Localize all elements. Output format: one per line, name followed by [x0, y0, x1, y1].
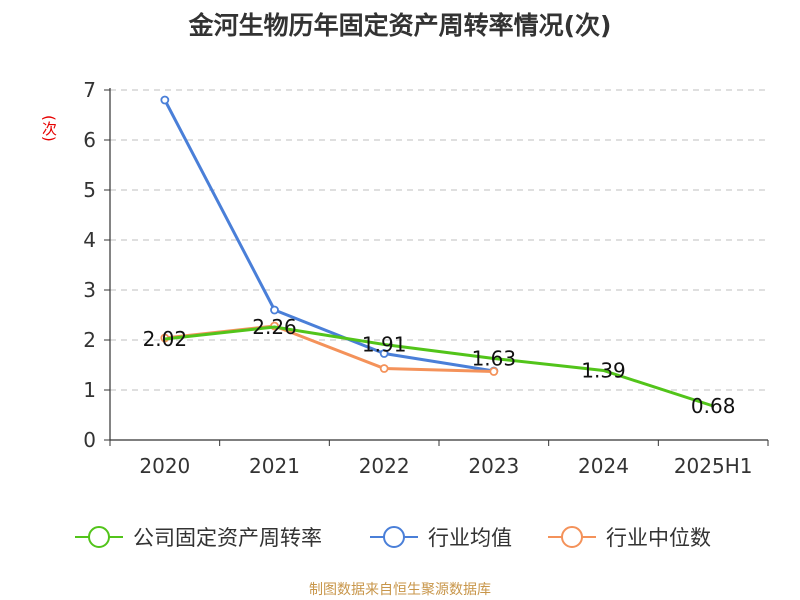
- series-line: [164, 325, 714, 408]
- value-label-layer: 2.02 2.26 1.91 1.63 1.39 0.68: [143, 315, 736, 418]
- data-label: 2.02: [143, 327, 188, 351]
- y-tick-label: 3: [83, 278, 96, 302]
- data-source-note: 制图数据来自恒生聚源数据库: [309, 582, 491, 598]
- x-tick-label: 2025H1: [674, 454, 753, 478]
- data-label: 0.68: [691, 394, 736, 418]
- axis-layer: 0 1 2 3 4 5 6 7 2020 2021 2022 2023 2024 2025H1: [83, 78, 769, 478]
- chart-title: 金河生物历年固定资产周转率情况(次): [188, 11, 612, 40]
- series-line: [163, 99, 495, 373]
- y-axis-unit-label: (次): [40, 115, 58, 142]
- legend-item: 行业中位数: [548, 526, 711, 550]
- y-tick-label: 5: [83, 178, 96, 202]
- x-tick-label: 2022: [359, 454, 410, 478]
- series-layer: [160, 95, 714, 408]
- x-tick-label: 2023: [468, 454, 519, 478]
- data-point: [379, 364, 389, 373]
- grid-layer: [110, 89, 768, 391]
- x-tick-label: 2021: [249, 454, 300, 478]
- legend-item: 公司固定资产周转率: [75, 526, 322, 550]
- legend-item: 行业均值: [370, 526, 512, 550]
- x-tick-label: 2024: [578, 454, 629, 478]
- data-label: 1.63: [472, 347, 517, 371]
- data-point: [489, 367, 499, 376]
- legend-label: 公司固定资产周转率: [133, 526, 322, 550]
- data-point: [379, 349, 389, 358]
- y-tick-label: 6: [83, 128, 96, 152]
- data-label: 1.91: [362, 333, 407, 357]
- data-point: [160, 95, 170, 105]
- y-tick-label: 4: [83, 228, 96, 252]
- y-tick-label: 0: [83, 428, 96, 452]
- y-tick-label: 2: [83, 328, 96, 352]
- data-label: 2.26: [252, 315, 297, 339]
- legend: 公司固定资产周转率 行业均值 行业中位数: [75, 526, 711, 550]
- y-tick-label: 1: [83, 378, 96, 402]
- y-tick-label: 7: [83, 78, 96, 102]
- legend-marker: [561, 526, 583, 548]
- x-tick-label: 2020: [139, 454, 190, 478]
- data-point: [270, 305, 279, 315]
- legend-marker: [383, 526, 405, 548]
- legend-label: 行业中位数: [606, 526, 711, 550]
- legend-marker: [88, 526, 110, 548]
- data-label: 1.39: [581, 359, 626, 383]
- legend-label: 行业均值: [428, 526, 512, 550]
